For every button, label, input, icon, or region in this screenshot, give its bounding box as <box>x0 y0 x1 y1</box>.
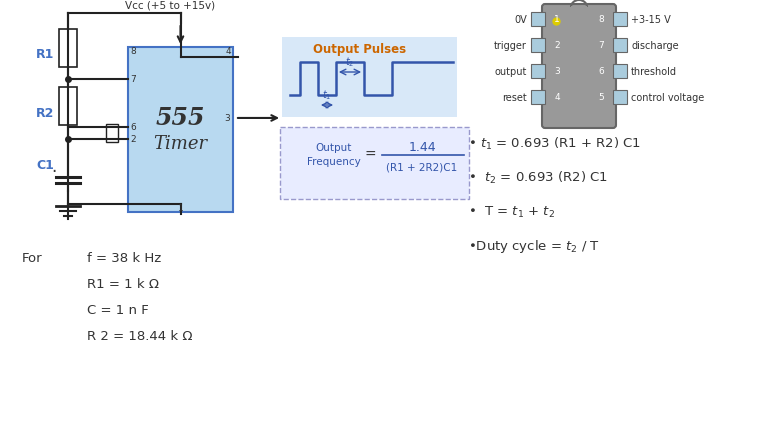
FancyBboxPatch shape <box>613 13 627 27</box>
Text: Timer: Timer <box>153 135 208 153</box>
Text: 7: 7 <box>598 42 604 50</box>
Text: reset: reset <box>502 93 527 103</box>
FancyBboxPatch shape <box>128 48 233 212</box>
Text: R1 = 1 k Ω: R1 = 1 k Ω <box>87 277 159 290</box>
FancyBboxPatch shape <box>571 7 587 14</box>
FancyBboxPatch shape <box>282 38 457 118</box>
Text: For: For <box>22 251 43 265</box>
Text: 1: 1 <box>177 204 184 213</box>
Text: threshold: threshold <box>631 67 677 77</box>
Text: • $t_1$ = 0.693 (R1 + R2) C1: • $t_1$ = 0.693 (R1 + R2) C1 <box>468 136 641 152</box>
Text: 4: 4 <box>226 47 231 57</box>
Text: •Duty cycle = $t_2$ / T: •Duty cycle = $t_2$ / T <box>468 237 600 254</box>
Text: 2: 2 <box>554 42 560 50</box>
Text: 1.44: 1.44 <box>408 141 436 154</box>
Text: C = 1 n F: C = 1 n F <box>87 303 149 316</box>
Text: =: = <box>364 148 376 162</box>
Text: trigger: trigger <box>494 41 527 51</box>
Text: 5: 5 <box>598 93 604 102</box>
FancyBboxPatch shape <box>106 125 118 143</box>
Text: Vcc (+5 to +15v): Vcc (+5 to +15v) <box>126 0 215 10</box>
Text: f = 38 k Hz: f = 38 k Hz <box>87 251 161 265</box>
FancyBboxPatch shape <box>613 39 627 53</box>
Text: control voltage: control voltage <box>631 93 704 103</box>
Text: $t_2$: $t_2$ <box>346 55 355 69</box>
Text: 8: 8 <box>598 15 604 25</box>
Text: •  $t_2$ = 0.693 (R2) C1: • $t_2$ = 0.693 (R2) C1 <box>468 170 608 186</box>
FancyBboxPatch shape <box>531 13 545 27</box>
Text: Output
Frequency: Output Frequency <box>307 143 361 166</box>
Text: 7: 7 <box>130 75 136 84</box>
Text: 3: 3 <box>224 114 230 123</box>
Text: output: output <box>494 67 527 77</box>
Text: 4: 4 <box>554 93 560 102</box>
FancyBboxPatch shape <box>531 39 545 53</box>
Text: 1: 1 <box>554 15 560 25</box>
Text: 2: 2 <box>130 135 136 144</box>
FancyBboxPatch shape <box>613 65 627 79</box>
Text: 3: 3 <box>554 67 560 76</box>
FancyBboxPatch shape <box>531 65 545 79</box>
FancyBboxPatch shape <box>613 91 627 105</box>
Text: •  T = $t_1$ + $t_2$: • T = $t_1$ + $t_2$ <box>468 205 555 219</box>
FancyBboxPatch shape <box>542 5 616 129</box>
Text: $t_1$: $t_1$ <box>322 88 332 102</box>
Text: R2: R2 <box>36 107 54 120</box>
FancyBboxPatch shape <box>531 91 545 105</box>
FancyBboxPatch shape <box>280 128 469 200</box>
Text: 555: 555 <box>156 106 205 130</box>
Text: ·: · <box>51 162 57 180</box>
Text: R1: R1 <box>36 48 54 61</box>
Text: C1: C1 <box>36 159 54 172</box>
Text: 8: 8 <box>130 47 136 57</box>
Text: +3-15 V: +3-15 V <box>631 15 670 25</box>
Text: 0V: 0V <box>515 15 527 25</box>
FancyBboxPatch shape <box>59 30 77 68</box>
FancyBboxPatch shape <box>59 88 77 126</box>
Text: Output Pulses: Output Pulses <box>313 42 406 55</box>
Text: 6: 6 <box>130 123 136 132</box>
Text: R 2 = 18.44 k Ω: R 2 = 18.44 k Ω <box>87 329 192 342</box>
Text: (R1 + 2R2)C1: (R1 + 2R2)C1 <box>387 162 457 173</box>
Text: 6: 6 <box>598 67 604 76</box>
Text: discharge: discharge <box>631 41 679 51</box>
